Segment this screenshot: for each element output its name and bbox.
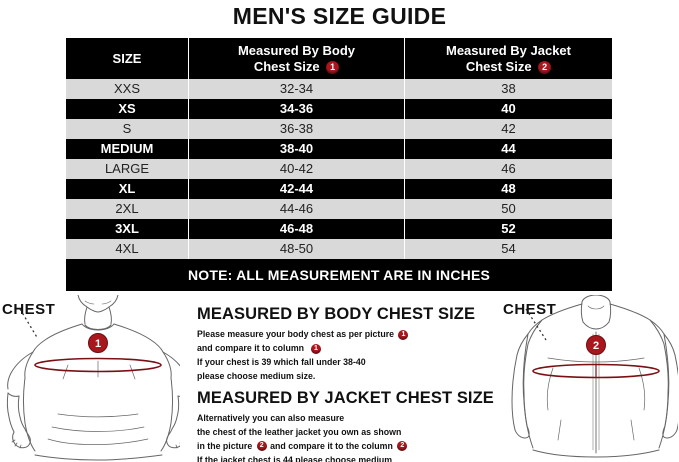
svg-text:1: 1 <box>95 338 101 350</box>
svg-text:2: 2 <box>593 340 599 352</box>
